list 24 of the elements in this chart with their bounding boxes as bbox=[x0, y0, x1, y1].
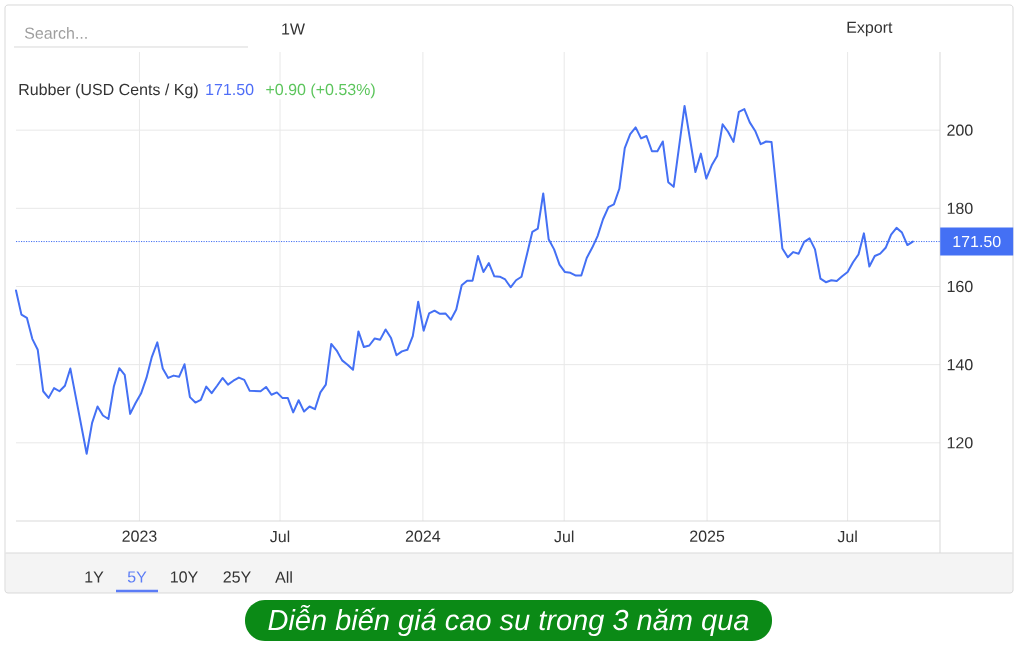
text: 10Y bbox=[170, 571, 198, 583]
text: All bbox=[275, 571, 292, 583]
text: Search... bbox=[24, 27, 87, 39]
annotation: 171.50 bbox=[206, 83, 254, 96]
x-tick-label: 2023 bbox=[122, 530, 157, 542]
text: 1W bbox=[282, 23, 305, 35]
annotation: +0.90 (+0.53%) bbox=[266, 83, 375, 99]
x-tick-label: Jul bbox=[270, 530, 290, 543]
y-tick-label: 180 bbox=[947, 202, 973, 214]
y-tick-label: 200 bbox=[947, 124, 973, 136]
y-tick-label: 120 bbox=[947, 437, 973, 449]
x-tick-label: Jul bbox=[837, 530, 857, 543]
text: Export bbox=[847, 21, 893, 37]
text: 1Y bbox=[85, 571, 104, 583]
y-tick-label: 140 bbox=[947, 359, 973, 371]
text: Diễn biến giá cao su trong 3 năm qua bbox=[268, 604, 749, 637]
text: 25Y bbox=[223, 571, 251, 583]
text: 5Y bbox=[127, 571, 147, 583]
x-tick-label: Jul bbox=[554, 530, 574, 543]
x-tick-label: 2024 bbox=[405, 530, 441, 542]
ref-line-label: 171.50 bbox=[953, 235, 1001, 248]
y-tick-label: 160 bbox=[947, 280, 973, 293]
x-tick-label: 2025 bbox=[690, 530, 725, 542]
text: Rubber (USD Cents / Kg) bbox=[19, 83, 198, 99]
